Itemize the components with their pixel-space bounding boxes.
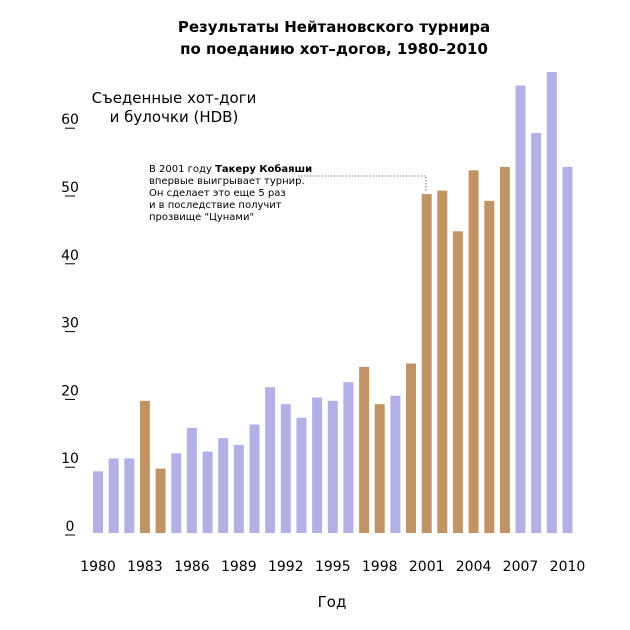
annotation-line-1-pre: В 2001 году: [149, 164, 215, 175]
bar-1990: [249, 424, 260, 533]
x-tick-label-1980: 1980: [80, 559, 116, 575]
bar-2000: [406, 363, 416, 533]
x-tick-label-2004: 2004: [456, 559, 492, 575]
x-tick-label-2010: 2010: [550, 559, 586, 575]
y-tick-label-20: 20: [61, 383, 79, 399]
y-tick-label-10: 10: [61, 451, 79, 467]
y-tick-label-60: 60: [61, 112, 79, 128]
x-tick-label-1992: 1992: [268, 559, 304, 575]
bar-1994: [312, 397, 323, 533]
y-tick-label-40: 40: [61, 248, 79, 264]
chart-title-line-1: Результаты Нейтановского турнира: [177, 18, 491, 36]
chart-title-line-2: по поеданию хот–догов, 1980–2010: [180, 40, 488, 58]
x-tick-label-1995: 1995: [315, 559, 351, 575]
bar-1996: [343, 382, 354, 533]
bar-2010: [562, 166, 573, 533]
bar-2008: [531, 133, 542, 533]
annotation-line-5: прозвище "Цунами": [149, 212, 254, 223]
bar-2009: [546, 72, 557, 533]
bar-1983: [139, 400, 150, 533]
annotation-line-3: Он сделает это еще 5 раз: [149, 188, 286, 199]
bar-1991: [265, 387, 276, 533]
bar-1980: [93, 471, 103, 533]
y-axis-label-line-1: Съеденные хот-доги: [92, 89, 257, 107]
bar-1988: [218, 438, 229, 533]
x-tick-label-2001: 2001: [409, 559, 445, 575]
y-tick-label-50: 50: [61, 180, 79, 196]
x-tick-label-1989: 1989: [221, 559, 257, 575]
bar-2007: [515, 85, 526, 533]
bar-2002: [437, 190, 448, 533]
bar-1995: [327, 400, 338, 533]
bar-1993: [296, 417, 307, 533]
bar-1997: [359, 366, 370, 533]
bar-1999: [390, 395, 401, 533]
bar-2006: [499, 166, 510, 533]
bar-2001: [421, 194, 432, 533]
x-tick-label-2007: 2007: [503, 559, 539, 575]
annotation-line-2: впервые выигрывает турнир.: [149, 176, 305, 187]
y-axis-ticks: 0 10 20 30 40 50 60: [61, 112, 79, 536]
bar-2004: [468, 170, 479, 534]
bar-1987: [202, 451, 213, 533]
y-tick-label-0: 0: [66, 519, 75, 535]
annotation-line-1: В 2001 году Такеру Кобаяши: [149, 163, 312, 175]
bars-group: [93, 72, 573, 534]
bar-1984: [155, 468, 166, 533]
bar-1982: [124, 458, 135, 533]
y-tick-label-30: 30: [61, 316, 79, 332]
bar-1998: [374, 404, 385, 533]
annotation-line-4: и в последствие получит: [149, 200, 282, 211]
bar-1981: [108, 458, 119, 533]
bar-2003: [452, 231, 463, 534]
bar-1992: [280, 404, 291, 533]
y-axis-label: Съеденные хот-доги и булочки (HDB): [92, 89, 257, 126]
y-axis-label-line-2: и булочки (HDB): [110, 108, 239, 126]
bar-1986: [186, 427, 197, 533]
annotation-line-1-bold: Такеру Кобаяши: [215, 163, 312, 175]
x-tick-label-1998: 1998: [362, 559, 398, 575]
chart-title: Результаты Нейтановского турнира по поед…: [0, 16, 630, 60]
bar-2005: [484, 200, 495, 534]
x-tick-label-1983: 1983: [127, 559, 163, 575]
bar-1989: [233, 444, 244, 533]
annotation: В 2001 году Такеру Кобаяши впервые выигр…: [149, 163, 427, 223]
x-axis-ticks: 1980 1983 1986 1989 1992 1995 1998 2001 2004 2007…: [80, 559, 585, 575]
x-tick-label-1986: 1986: [174, 559, 210, 575]
bar-1985: [171, 453, 182, 533]
annotation-leader-line: [298, 175, 427, 191]
x-axis-label: Год: [318, 593, 347, 611]
